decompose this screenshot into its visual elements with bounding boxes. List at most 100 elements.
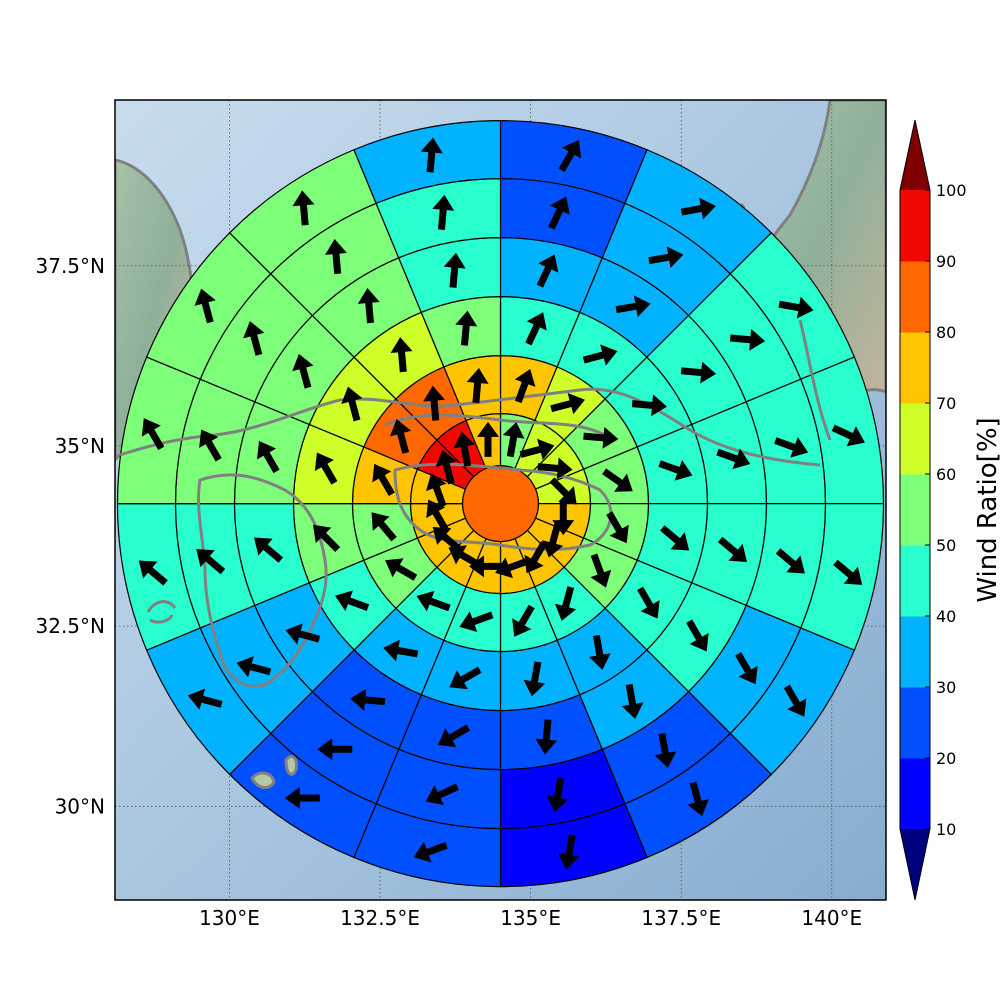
- wind-arrow: [548, 196, 570, 230]
- lon-tick-label: 135°E: [500, 906, 561, 930]
- wind-arrow: [426, 499, 449, 532]
- colorbar-bin: [900, 616, 930, 688]
- wind-ratio-sectors: [116, 120, 885, 888]
- wind-arrow: [735, 652, 758, 685]
- wind-arrow: [477, 421, 500, 457]
- colorbar-bin: [900, 687, 930, 759]
- colorbar-tick-label: 30: [936, 678, 956, 697]
- lon-tick-label: 132.5°E: [340, 906, 420, 930]
- wind-arrow: [443, 252, 466, 288]
- wind-arrow: [637, 586, 660, 619]
- lon-tick-label: 130°E: [199, 906, 260, 930]
- wind-arrow: [453, 431, 476, 467]
- wind-arrow: [729, 328, 766, 351]
- wind-arrow: [187, 688, 223, 710]
- wind-arrow: [606, 511, 629, 544]
- wind-arrow: [413, 841, 448, 863]
- wind-arrow: [284, 786, 320, 809]
- latitude-tick-labels: 37.5°N 35°N 32.5°N 30°N: [36, 254, 106, 819]
- wind-arrow: [420, 137, 443, 173]
- colorbar-tick-label: 50: [936, 536, 956, 555]
- wind-arrow: [495, 557, 530, 579]
- wind-arrow: [385, 558, 418, 581]
- sector-cell: [353, 120, 502, 205]
- wind-arrow: [514, 369, 536, 404]
- wind-arrow: [525, 312, 547, 346]
- wind-arrow: [432, 526, 462, 553]
- wind-arrow: [648, 246, 684, 269]
- wind-arrow: [372, 463, 395, 496]
- wind-arrow: [631, 394, 668, 417]
- wind-arrow: [432, 194, 455, 231]
- wind-arrow: [341, 386, 363, 422]
- wind-arrow: [783, 684, 807, 717]
- lat-tick-label: 30°N: [55, 794, 105, 818]
- wind-arrow: [455, 310, 478, 346]
- wind-arrow: [680, 361, 717, 384]
- wind-arrow: [423, 385, 445, 421]
- colorbar-tick-label: 40: [936, 607, 956, 626]
- wind-arrow: [680, 197, 716, 220]
- wind-arrow: [426, 473, 447, 508]
- wind-arrow: [383, 639, 419, 662]
- wind-arrow: [350, 688, 386, 711]
- colorbar-tick-label: 80: [936, 323, 956, 342]
- wind-arrow: [519, 438, 555, 460]
- wind-arrow: [512, 604, 535, 637]
- wind-arrow: [138, 560, 168, 586]
- colorbar-tick-label: 90: [936, 252, 956, 271]
- lon-tick-label: 137.5°E: [641, 906, 721, 930]
- colorbar-bin: [900, 261, 930, 333]
- wind-arrow: [582, 344, 618, 366]
- longitude-tick-labels: 130°E 132.5°E 135°E 137.5°E 140°E: [199, 906, 862, 930]
- wind-arrow: [524, 541, 548, 574]
- colorbar-under-extension: [900, 829, 930, 900]
- wind-arrow: [687, 781, 709, 817]
- colorbar-bin: [900, 332, 930, 404]
- coastline-overlay: [119, 319, 832, 789]
- lat-tick-label: 35°N: [55, 434, 105, 458]
- wind-arrow: [314, 452, 338, 485]
- plot-frame: [114, 99, 887, 901]
- colorbar-tick-label: 100: [936, 181, 967, 200]
- wind-arrow: [390, 337, 413, 373]
- colorbar-tick-label: 70: [936, 394, 956, 413]
- wind-arrow: [542, 522, 564, 558]
- wind-arrow: [312, 524, 341, 553]
- wind-arrow: [554, 586, 577, 621]
- wind-arrow: [536, 254, 559, 288]
- wind-arrow: [357, 288, 380, 324]
- wind-arrow: [285, 623, 321, 645]
- wind-arrow: [194, 288, 216, 324]
- wind-arrow: [236, 656, 272, 678]
- wind-arrow: [716, 448, 751, 470]
- wind-arrow: [588, 634, 611, 670]
- wind-arrow: [621, 683, 644, 719]
- wind-arrow: [196, 549, 226, 575]
- wind-arrow: [141, 418, 165, 451]
- wind-arrow: [546, 777, 569, 813]
- wind-arrow: [833, 559, 863, 585]
- wind-arrow: [775, 548, 805, 574]
- wind-arrow: [459, 611, 494, 633]
- wind-arrow: [602, 468, 633, 492]
- colorbar: [899, 119, 931, 901]
- wind-arrow: [449, 666, 482, 690]
- wind-arrow: [537, 457, 573, 480]
- colorbar-tick-labels: 10 20 30 40 50 60 70 80 90 100: [925, 181, 967, 839]
- wind-arrow: [535, 719, 558, 755]
- map-plot-area: [115, 100, 886, 900]
- colorbar-bin: [900, 758, 930, 830]
- wind-arrow: [558, 834, 580, 870]
- wind-arrow: [658, 460, 693, 481]
- wind-arrow: [257, 441, 280, 474]
- tanegashima-island: [284, 754, 298, 776]
- yakushima-island: [250, 771, 276, 789]
- wind-arrow: [590, 553, 612, 588]
- shikoku-coast: [393, 462, 613, 551]
- wind-arrow: [292, 353, 314, 389]
- wind-arrow: [466, 367, 489, 404]
- lon-tick-label: 140°E: [801, 906, 862, 930]
